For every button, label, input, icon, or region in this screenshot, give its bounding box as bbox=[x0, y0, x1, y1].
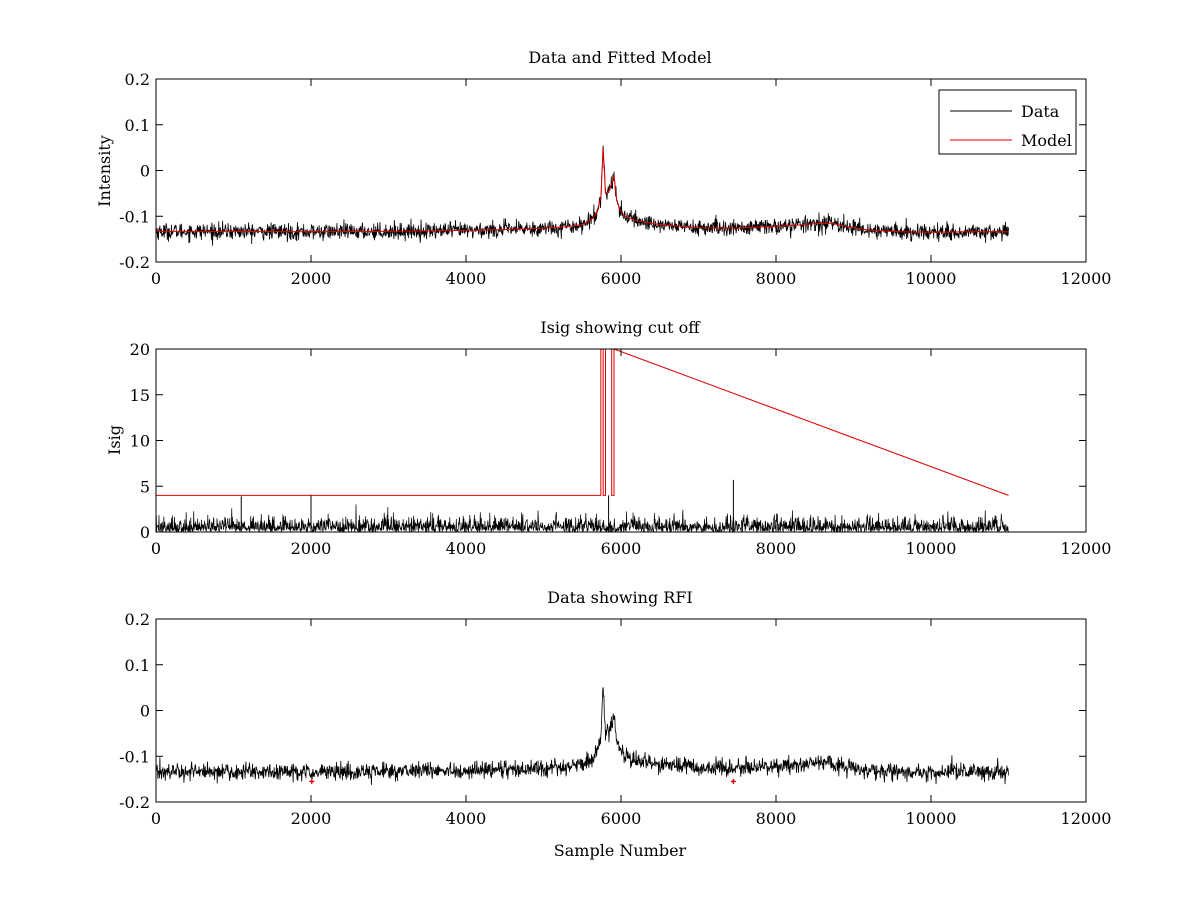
x-tick-label-isig-5: 10000 bbox=[906, 539, 957, 558]
x-tick-label-intensity-4: 8000 bbox=[756, 269, 797, 288]
series-group-rfi bbox=[156, 687, 1009, 785]
plot-area-isig: 0 2000 4000 6000 8000 10000 12000 0 5 10 15 20 bbox=[130, 340, 1112, 558]
x-tick-label-isig-3: 6000 bbox=[601, 539, 642, 558]
x-tick-label-rfi-2: 4000 bbox=[446, 809, 487, 828]
x-tick-label-rfi-1: 2000 bbox=[291, 809, 332, 828]
rfi-marker-1 bbox=[730, 778, 736, 784]
panel-rfi: Data showing RFI Sample Number 0 2000 4000… bbox=[119, 588, 1111, 860]
x-tick-label-intensity-6: 12000 bbox=[1061, 269, 1112, 288]
y-axis-label-isig: Isig bbox=[105, 425, 124, 455]
plot-area-rfi: 0 2000 4000 6000 8000 10000 12000 -0.2 -0.1 0 0.1 0… bbox=[119, 610, 1111, 828]
x-tick-label-intensity-2: 4000 bbox=[446, 269, 487, 288]
y-tick-label-isig-1: 5 bbox=[140, 477, 150, 496]
y-tick-label-isig-0: 0 bbox=[140, 523, 150, 542]
legend: Data Model bbox=[938, 89, 1077, 155]
y-tick-label-intensity-2: 0 bbox=[140, 162, 150, 181]
chart-title-rfi: Data showing RFI bbox=[547, 588, 692, 607]
chart-title-isig: Isig showing cut off bbox=[540, 318, 701, 337]
x-tick-label-intensity-5: 10000 bbox=[906, 269, 957, 288]
series-group-isig bbox=[156, 349, 1009, 532]
x-axis-label: Sample Number bbox=[554, 841, 687, 860]
series-rfi-data bbox=[156, 687, 1009, 785]
y-tick-label-isig-2: 10 bbox=[130, 432, 150, 451]
axes-box-isig bbox=[155, 348, 1087, 533]
x-tick-label-rfi-4: 8000 bbox=[756, 809, 797, 828]
series-intensity-data bbox=[156, 145, 1009, 246]
series-isig-cut-off bbox=[156, 349, 1009, 496]
y-tick-label-isig-4: 20 bbox=[130, 340, 150, 359]
y-tick-label-intensity-0: -0.2 bbox=[119, 253, 150, 272]
x-tick-label-rfi-3: 6000 bbox=[601, 809, 642, 828]
x-tick-label-isig-2: 4000 bbox=[446, 539, 487, 558]
series-isig-isig bbox=[156, 504, 1009, 532]
x-tick-label-rfi-5: 10000 bbox=[906, 809, 957, 828]
x-tick-label-rfi-6: 12000 bbox=[1061, 809, 1112, 828]
chart-title-intensity: Data and Fitted Model bbox=[528, 48, 711, 67]
x-tick-label-isig-1: 2000 bbox=[291, 539, 332, 558]
series-intensity-model bbox=[156, 147, 1009, 233]
y-tick-label-rfi-4: 0.2 bbox=[125, 610, 150, 629]
panel-intensity: Data and Fitted Model Intensity 0 2000 400… bbox=[95, 48, 1111, 288]
y-tick-label-intensity-1: -0.1 bbox=[119, 207, 150, 226]
legend-label-data: Data bbox=[1021, 102, 1060, 121]
panel-isig: Isig showing cut off Isig 0 2000 4000 6000 8… bbox=[105, 318, 1111, 558]
y-tick-label-intensity-3: 0.1 bbox=[125, 116, 150, 135]
x-tick-label-intensity-3: 6000 bbox=[601, 269, 642, 288]
y-tick-label-rfi-3: 0.1 bbox=[125, 656, 150, 675]
rfi-marker-0 bbox=[309, 778, 315, 784]
x-tick-label-isig-0: 0 bbox=[151, 539, 161, 558]
series-group-intensity bbox=[156, 145, 1009, 246]
legend-label-model: Model bbox=[1021, 131, 1072, 150]
plot-area-intensity: 0 2000 4000 6000 8000 10000 12000 -0.2 -0.1 0 0.1 0… bbox=[119, 70, 1111, 288]
y-axis-label-intensity: Intensity bbox=[95, 135, 114, 207]
x-tick-label-rfi-0: 0 bbox=[151, 809, 161, 828]
x-tick-label-isig-4: 8000 bbox=[756, 539, 797, 558]
y-tick-label-rfi-1: -0.1 bbox=[119, 747, 150, 766]
y-tick-label-rfi-2: 0 bbox=[140, 702, 150, 721]
x-tick-label-isig-6: 12000 bbox=[1061, 539, 1112, 558]
y-tick-label-intensity-4: 0.2 bbox=[125, 70, 150, 89]
y-tick-label-rfi-0: -0.2 bbox=[119, 793, 150, 812]
x-tick-label-intensity-1: 2000 bbox=[291, 269, 332, 288]
y-tick-label-isig-3: 15 bbox=[130, 386, 150, 405]
legend-box bbox=[938, 89, 1077, 155]
x-tick-label-intensity-0: 0 bbox=[151, 269, 161, 288]
